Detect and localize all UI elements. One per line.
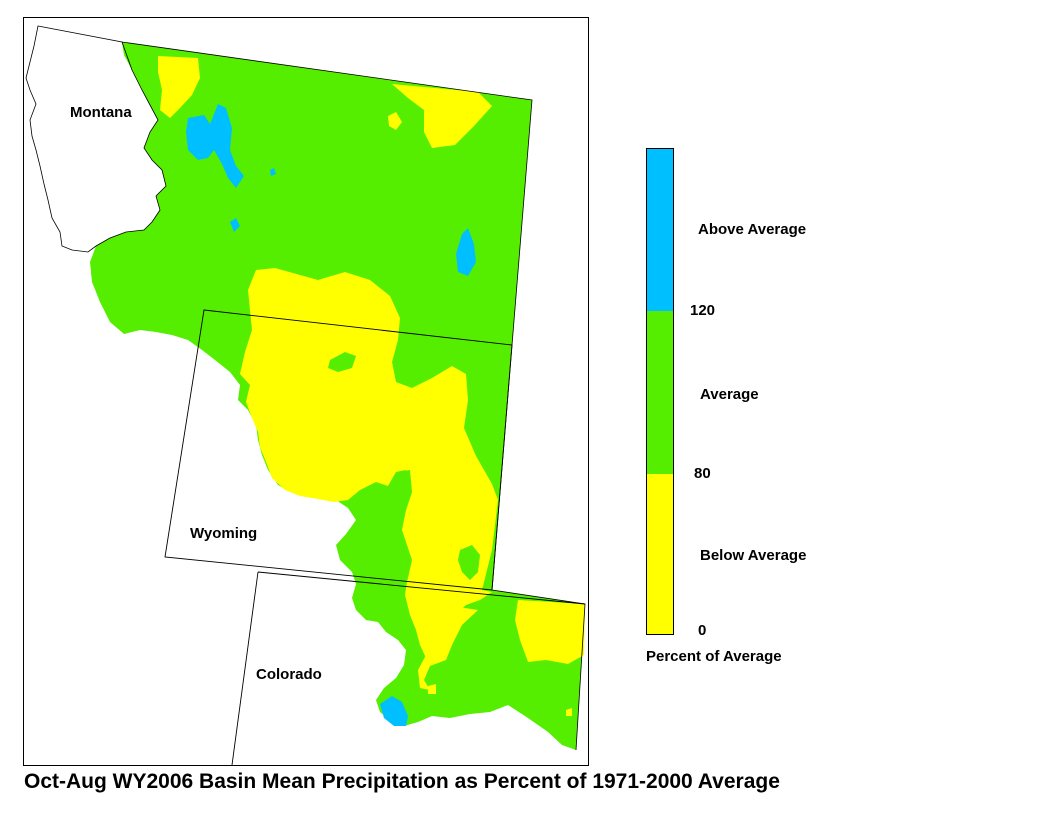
below-average-colorado-4	[566, 708, 572, 716]
below-average-colorado-1	[515, 600, 585, 664]
legend-break-120: 120	[690, 302, 716, 319]
green-inlet-1	[356, 470, 412, 596]
basin-outline	[121, 41, 586, 751]
wyoming-label: Wyoming	[190, 525, 258, 542]
map-caption: Oct-Aug WY2006 Basin Mean Precipitation …	[24, 770, 780, 793]
below-average-central	[240, 268, 498, 658]
legend-swatch-above	[646, 148, 674, 311]
above-average-montana-1	[186, 104, 244, 188]
below-average-colorado-2	[418, 605, 478, 690]
green-inlet-2	[458, 545, 480, 580]
legend-break-0: 0	[698, 622, 707, 639]
above-average-montana-2	[456, 228, 476, 276]
above-average-montana-3	[230, 218, 240, 232]
colorado-border	[231, 571, 586, 766]
below-average-montana-3	[388, 112, 402, 130]
legend-break-80: 80	[694, 465, 711, 482]
legend-label-below: Below Average	[700, 547, 807, 564]
green-blob	[328, 352, 356, 372]
legend-swatch-average	[646, 311, 674, 474]
below-average-colorado-3	[428, 684, 436, 694]
legend-title: Percent of Average	[646, 648, 782, 665]
above-average-colorado	[380, 696, 408, 726]
legend-label-average: Average	[700, 386, 759, 403]
below-average-montana-1	[158, 56, 200, 118]
colorado-label: Colorado	[256, 666, 322, 683]
legend-swatch-below	[646, 474, 674, 635]
above-average-montana-4	[270, 168, 276, 176]
montana-boundary	[25, 25, 167, 253]
montana-label: Montana	[70, 104, 132, 121]
legend-label-above: Above Average	[698, 221, 807, 238]
below-average-montana-2	[392, 84, 492, 148]
